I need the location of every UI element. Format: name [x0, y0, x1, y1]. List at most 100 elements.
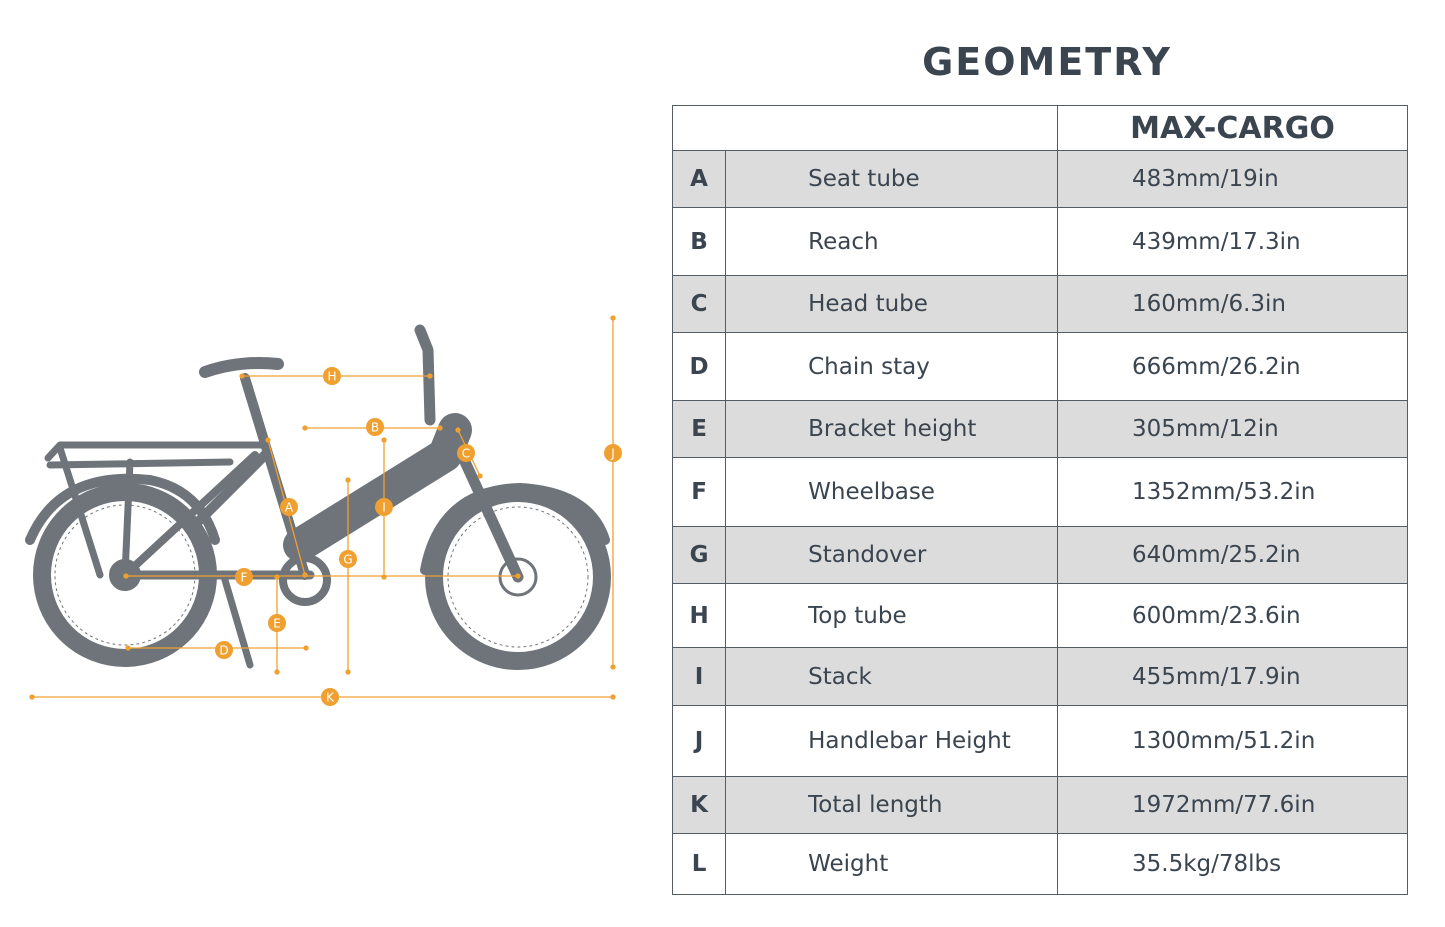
dimension-endpoint	[455, 427, 461, 433]
dimension-endpoint	[610, 664, 616, 670]
row-value: 439mm/17.3in	[1057, 207, 1408, 276]
dimension-endpoint	[515, 573, 521, 579]
row-value: 35.5kg/78lbs	[1057, 833, 1408, 895]
row-name: Handlebar Height	[725, 705, 1058, 777]
front-spokes	[447, 506, 589, 648]
seat-stay	[121, 451, 259, 579]
table-row: D Chain stay 666mm/26.2in	[671, 332, 1408, 401]
row-value: 640mm/25.2in	[1057, 526, 1408, 584]
dimension-endpoint	[274, 669, 280, 675]
dimension-endpoint	[302, 425, 308, 431]
dimension-endpoint	[265, 437, 271, 443]
dimension-endpoint	[610, 694, 616, 700]
model-header: MAX-CARGO	[1057, 105, 1408, 151]
row-name: Bracket height	[725, 400, 1058, 458]
row-value: 455mm/17.9in	[1057, 647, 1408, 706]
row-letter: E	[671, 400, 727, 458]
row-name: Head tube	[725, 275, 1058, 333]
marker-label: F	[241, 571, 248, 585]
table-header-row: MAX-CARGO	[672, 105, 1408, 151]
dimension-endpoint	[381, 574, 387, 580]
table-row: H Top tube 600mm/23.6in	[671, 583, 1408, 648]
table-row: B Reach 439mm/17.3in	[671, 207, 1408, 276]
row-value: 600mm/23.6in	[1057, 583, 1408, 648]
dimension-endpoint	[381, 437, 387, 443]
chainring	[279, 554, 331, 606]
row-value: 305mm/12in	[1057, 400, 1408, 458]
dimension-endpoint	[123, 573, 129, 579]
marker-e: E	[268, 614, 286, 632]
top-tube	[195, 450, 270, 525]
dimension-endpoint	[345, 477, 351, 483]
marker-b: B	[366, 418, 384, 436]
marker-c: C	[457, 444, 475, 462]
bike-geometry-diagram: A B C D E F G H I J K	[25, 315, 622, 706]
row-letter: J	[671, 705, 727, 777]
marker-label: H	[327, 370, 336, 384]
row-letter: L	[671, 833, 727, 895]
table-row: F Wheelbase 1352mm/53.2in	[671, 457, 1408, 527]
row-name: Wheelbase	[725, 457, 1058, 527]
dimension-endpoint	[302, 572, 308, 578]
table-row: K Total length 1972mm/77.6in	[671, 776, 1408, 834]
row-letter: G	[671, 526, 727, 584]
row-name: Chain stay	[725, 332, 1058, 401]
marker-label: E	[273, 617, 281, 631]
marker-label: J	[610, 447, 615, 461]
cargo-rack	[44, 441, 269, 579]
row-value: 1300mm/51.2in	[1057, 705, 1408, 777]
dimension-endpoint	[477, 473, 483, 479]
kickstand	[221, 576, 254, 669]
dimension-endpoint	[29, 694, 35, 700]
row-name: Reach	[725, 207, 1058, 276]
row-value: 1972mm/77.6in	[1057, 776, 1408, 834]
table-row: L Weight 35.5kg/78lbs	[671, 833, 1408, 895]
row-value: 1352mm/53.2in	[1057, 457, 1408, 527]
geometry-table: MAX-CARGO A Seat tube 483mm/19in B Reach 439m…	[671, 105, 1408, 895]
row-name: Total length	[725, 776, 1058, 834]
row-letter: F	[671, 457, 727, 527]
front-fender	[420, 483, 610, 575]
table-row: C Head tube 160mm/6.3in	[671, 275, 1408, 333]
table-row: J Handlebar Height 1300mm/51.2in	[671, 705, 1408, 777]
bike-silhouette	[25, 324, 611, 670]
marker-d: D	[215, 641, 233, 659]
dimension-endpoint	[303, 645, 309, 651]
marker-label: K	[326, 691, 335, 705]
marker-a: A	[280, 498, 298, 516]
marker-j: J	[604, 444, 622, 462]
marker-label: I	[382, 501, 386, 515]
dimension-endpoint	[345, 669, 351, 675]
row-letter: I	[671, 647, 727, 706]
table-row: I Stack 455mm/17.9in	[671, 647, 1408, 706]
row-name: Seat tube	[725, 150, 1058, 208]
dimension-endpoint	[610, 315, 616, 321]
marker-label: G	[343, 553, 352, 567]
fork	[449, 434, 524, 583]
dimension-endpoint	[437, 425, 443, 431]
row-letter: K	[671, 776, 727, 834]
row-name: Top tube	[725, 583, 1058, 648]
row-name: Weight	[725, 833, 1058, 895]
dimension-endpoint	[125, 645, 131, 651]
row-letter: C	[671, 275, 727, 333]
row-name: Stack	[725, 647, 1058, 706]
row-name: Standover	[725, 526, 1058, 584]
dimension-lines	[29, 315, 616, 700]
marker-label: B	[371, 421, 379, 435]
down-tube	[283, 413, 472, 562]
row-letter: B	[671, 207, 727, 276]
row-letter: H	[671, 583, 727, 648]
row-letter: A	[671, 150, 727, 208]
dimension-endpoint	[274, 574, 280, 580]
table-row: E Bracket height 305mm/12in	[671, 400, 1408, 458]
marker-h: H	[323, 367, 341, 385]
seat-tube	[240, 373, 310, 580]
saddle	[199, 357, 284, 378]
marker-i: I	[375, 498, 393, 516]
dimension-endpoint	[239, 373, 245, 379]
marker-k: K	[321, 688, 339, 706]
marker-label: C	[462, 447, 470, 461]
row-letter: D	[671, 332, 727, 401]
marker-f: F	[235, 568, 253, 586]
